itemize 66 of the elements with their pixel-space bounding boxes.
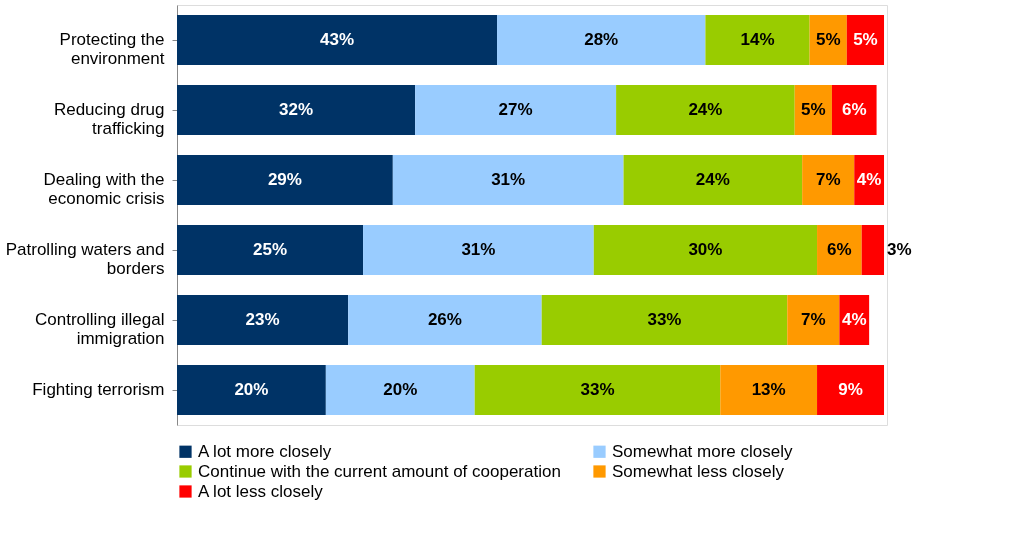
data-label: 5% [801,100,826,119]
bar [720,365,818,415]
data-label: 43% [319,30,355,49]
data-label: 23% [245,310,280,329]
data-label: 6% [827,240,852,259]
legend-label: A lot less closely [198,481,324,501]
data-label: 33% [580,380,615,399]
y-tick-label: Fighting terrorism [32,380,165,399]
bar [177,85,416,135]
data-label: 3% [887,240,912,259]
bar [802,155,855,205]
legend-label: A lot more closely [198,441,332,461]
bar [787,295,840,345]
y-tick-label: Reducing drug trafficking [53,100,165,138]
bar [817,365,885,415]
bar [325,365,475,415]
data-label: 5% [815,30,841,49]
bar [861,225,885,275]
data-label: 33% [647,310,682,329]
bar [497,15,706,65]
y-tick-label: Dealing with the economic crisis [43,170,165,208]
y-tick-label: Controlling illegal immigration [35,310,165,348]
data-label: 20% [234,380,269,399]
data-label: 31% [461,240,496,259]
bar [474,365,721,415]
data-label: 13% [751,380,786,399]
bar [177,15,498,65]
y-tick-label: Protecting the environment [59,30,165,68]
bar [177,365,326,415]
bar [415,85,617,135]
data-label: 9% [838,380,863,399]
data-label: 4% [841,310,867,329]
bar [616,85,795,135]
data-label: 24% [695,170,730,189]
legend-label: Somewhat less closely [612,461,785,481]
bar [541,295,788,345]
bar [593,225,818,275]
bar [177,225,364,275]
legend-label: Somewhat more closely [612,441,793,461]
data-label: 30% [688,240,723,259]
data-label: 5% [853,30,878,49]
bar [392,155,624,205]
bar [817,225,862,275]
data-label: 28% [584,30,619,49]
bar [177,155,393,205]
bar [623,155,803,205]
data-label: 27% [498,100,533,119]
data-label: 26% [427,310,462,329]
data-label: 20% [383,380,418,399]
bar [705,15,810,65]
bar [348,295,542,345]
y-tick-label: Patrolling waters and borders [5,240,165,278]
legend-label: Continue with the current amount of cooperation [198,461,561,481]
data-label: 24% [688,100,723,119]
data-label: 29% [267,170,302,189]
bar [363,225,594,275]
bar [177,295,349,345]
data-label: 31% [491,170,526,189]
data-label: 25% [253,240,288,259]
data-label: 7% [815,170,841,189]
data-label: 32% [279,100,314,119]
data-label: 7% [801,310,826,329]
data-label: 4% [856,170,882,189]
data-label: 6% [841,100,867,119]
data-label: 14% [740,30,775,49]
bar [831,85,877,135]
